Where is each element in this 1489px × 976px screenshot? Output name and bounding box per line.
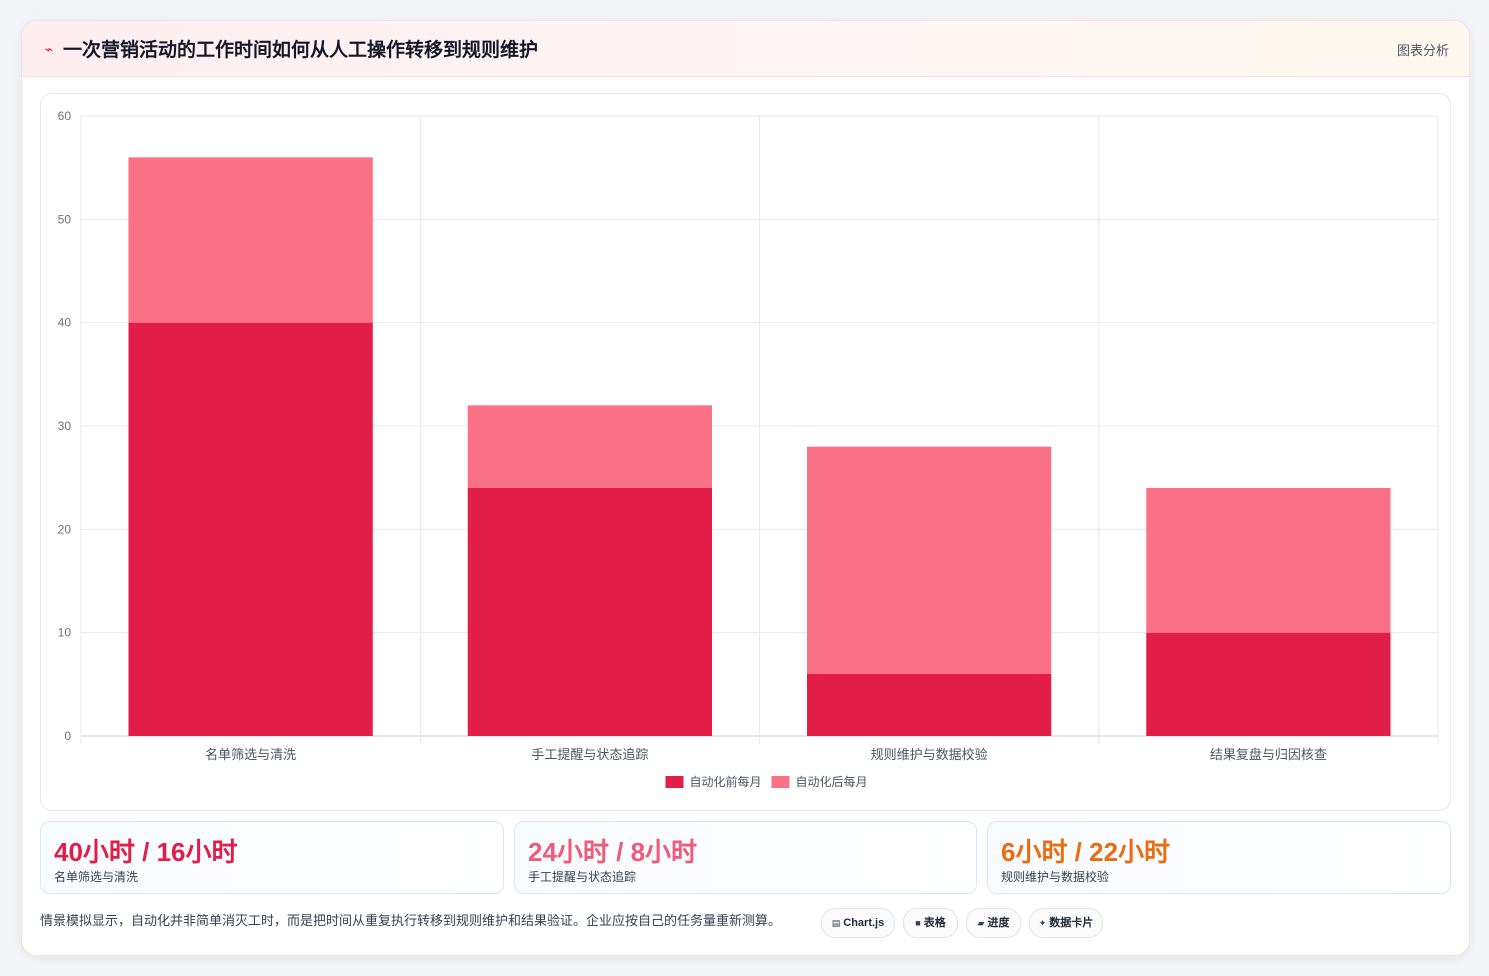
legend-label: 自动化后每月 — [796, 774, 868, 789]
y-tick-label: 30 — [58, 419, 72, 433]
bar-segment — [128, 322, 373, 736]
chip-label: 表格 — [923, 917, 946, 929]
y-tick-label: 10 — [58, 626, 72, 640]
report-card: ⌁ 一次营销活动的工作时间如何从人工操作转移到规则维护 图表分析 0 10 20 30… — [21, 20, 1470, 956]
footer-note: 情景模拟显示，自动化并非简单消灭工时，而是把时间从重复执行转移到规则维护和结果验… — [40, 913, 782, 928]
chip-label: 数据卡片 — [1049, 917, 1094, 929]
stacked-bar-chart: 0 10 20 30 40 50 60 名单筛选与清洗 手工提醒与状态追踪 规则维护与数据校验 结果… — [58, 109, 1439, 789]
progress-icon: ▰ — [977, 918, 985, 928]
x-tick-label: 结果复盘与归因核查 — [1210, 747, 1327, 762]
card-header: ⌁ 一次营销活动的工作时间如何从人工操作转移到规则维护 图表分析 — [22, 21, 1469, 77]
chip-progress[interactable]: ▰ 进度 — [966, 908, 1021, 938]
y-tick-label: 40 — [58, 316, 72, 330]
bar-segment — [1146, 488, 1391, 633]
chip-table[interactable]: ■ 表格 — [903, 908, 958, 938]
y-tick-label: 60 — [58, 109, 72, 123]
stat-label: 名单筛选与清洗 — [54, 870, 139, 884]
stat-value: 40小时 / 16小时 — [54, 837, 238, 867]
y-tick-label: 50 — [58, 212, 72, 226]
stat-card-3: 6小时 / 22小时 规则维护与数据校验 — [987, 821, 1451, 894]
legend-swatch — [665, 776, 684, 788]
x-tick-label: 名单筛选与清洗 — [205, 747, 296, 762]
legend-label: 自动化前每月 — [690, 774, 762, 789]
bar-segment — [806, 446, 1052, 674]
bar-segment — [1146, 632, 1391, 736]
stat-card-2: 24小时 / 8小时 手工提醒与状态追踪 — [514, 821, 977, 894]
stat-card-1: 40小时 / 16小时 名单筛选与清洗 — [40, 821, 504, 894]
chip-data-card[interactable]: ✦ 数据卡片 — [1029, 908, 1103, 938]
chip-chartjs[interactable]: ▤ Chart.js — [821, 908, 895, 938]
legend-swatch — [771, 776, 790, 788]
sparkle-icon: ✦ — [1038, 918, 1047, 928]
stat-label: 规则维护与数据校验 — [1001, 870, 1110, 884]
bar-segment — [128, 157, 373, 323]
page-title: 一次营销活动的工作时间如何从人工操作转移到规则维护 — [63, 40, 539, 61]
stat-value: 6小时 / 22小时 — [1001, 837, 1171, 867]
bar-segment — [467, 488, 713, 736]
y-tick-label: 0 — [64, 729, 71, 743]
x-tick-label: 手工提醒与状态追踪 — [531, 747, 648, 762]
chip-label: Chart.js — [843, 917, 885, 929]
x-tick-label: 规则维护与数据校验 — [871, 747, 988, 762]
stat-label: 手工提醒与状态追踪 — [528, 870, 637, 884]
chart-icon: ▤ — [831, 918, 841, 928]
chip-label: 进度 — [987, 917, 1010, 929]
header-tag: 图表分析 — [1396, 43, 1449, 58]
chart-container: 0 10 20 30 40 50 60 名单筛选与清洗 手工提醒与状态追踪 规则维护与数据校验 结果… — [40, 93, 1451, 811]
bar-segment — [806, 674, 1052, 736]
stat-value: 24小时 / 8小时 — [528, 837, 698, 867]
bar-segment — [467, 405, 713, 488]
lightning-icon: ⌁ — [44, 41, 54, 57]
y-tick-label: 20 — [58, 522, 72, 536]
table-icon: ■ — [915, 918, 921, 928]
